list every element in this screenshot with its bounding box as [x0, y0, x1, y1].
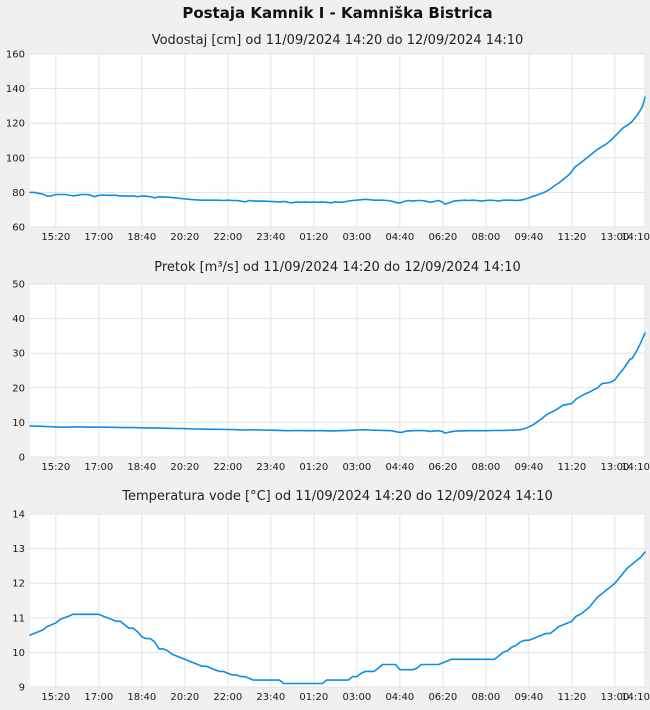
x-tick-label: 13:00 — [600, 692, 629, 703]
x-tick-label: 06:20 — [428, 692, 457, 703]
x-tick-label: 17:00 — [84, 232, 113, 243]
y-tick-label: 13 — [12, 544, 25, 555]
y-tick-label: 11 — [12, 613, 25, 624]
x-tick-label: 15:20 — [41, 232, 70, 243]
x-tick-label: 20:20 — [170, 462, 199, 473]
page-title: Postaja Kamnik I - Kamniška Bistrica — [182, 4, 493, 22]
x-tick-label: 22:00 — [213, 462, 242, 473]
x-tick-label: 01:20 — [299, 692, 328, 703]
y-tick-label: 10 — [12, 418, 25, 429]
y-tick-label: 40 — [12, 314, 25, 325]
x-tick-label: 11:20 — [557, 692, 586, 703]
plot-area — [30, 514, 645, 687]
x-tick-label: 17:00 — [84, 692, 113, 703]
y-tick-label: 60 — [12, 223, 25, 234]
y-tick-label: 10 — [12, 648, 25, 659]
x-tick-label: 08:00 — [471, 692, 500, 703]
x-tick-label: 20:20 — [170, 692, 199, 703]
x-tick-label: 14:10 — [621, 232, 650, 243]
x-tick-label: 03:00 — [342, 462, 371, 473]
x-tick-label: 11:20 — [557, 462, 586, 473]
x-tick-label: 14:10 — [621, 462, 650, 473]
x-tick-label: 20:20 — [170, 232, 199, 243]
y-tick-label: 30 — [12, 349, 25, 360]
x-tick-label: 03:00 — [342, 232, 371, 243]
x-tick-label: 23:40 — [256, 232, 285, 243]
x-tick-label: 18:40 — [127, 692, 156, 703]
x-tick-label: 01:20 — [299, 462, 328, 473]
y-tick-label: 20 — [12, 383, 25, 394]
x-tick-label: 04:40 — [385, 692, 414, 703]
y-tick-label: 12 — [12, 579, 25, 590]
x-tick-label: 18:40 — [127, 462, 156, 473]
x-tick-label: 06:20 — [428, 232, 457, 243]
x-tick-label: 09:40 — [514, 692, 543, 703]
x-tick-label: 15:20 — [41, 692, 70, 703]
x-tick-label: 15:20 — [41, 462, 70, 473]
x-tick-label: 23:40 — [256, 692, 285, 703]
y-tick-label: 160 — [6, 50, 25, 61]
plot-area — [30, 54, 645, 227]
x-tick-label: 13:00 — [600, 462, 629, 473]
x-tick-label: 06:20 — [428, 462, 457, 473]
x-tick-label: 04:40 — [385, 462, 414, 473]
x-tick-label: 04:40 — [385, 232, 414, 243]
x-tick-label: 09:40 — [514, 232, 543, 243]
y-tick-label: 100 — [6, 153, 25, 164]
chart-temperatura-vode: 9 10 11 12 13 14 15:20 17:00 18:40 20:20 22:00 23:4… — [12, 510, 650, 704]
y-tick-label: 50 — [12, 280, 25, 291]
x-tick-label: 01:20 — [299, 232, 328, 243]
x-tick-label: 11:20 — [557, 232, 586, 243]
y-tick-label: 14 — [12, 510, 25, 521]
chart-title-temperatura-vode: Temperatura vode [°C] od 11/09/2024 14:2… — [122, 489, 553, 504]
chart-title-vodostaj: Vodostaj [cm] od 11/09/2024 14:20 do 12/… — [151, 33, 524, 48]
chart-vodostaj: 60 80 100 120 140 160 15:20 17:00 18:40 20:20 22:0… — [6, 50, 650, 244]
y-tick-label: 120 — [6, 119, 25, 130]
x-tick-label: 22:00 — [213, 692, 242, 703]
x-tick-label: 13:00 — [600, 232, 629, 243]
y-tick-label: 9 — [19, 683, 25, 694]
x-tick-label: 17:00 — [84, 462, 113, 473]
x-tick-label: 23:40 — [256, 462, 285, 473]
x-tick-label: 22:00 — [213, 232, 242, 243]
y-tick-label: 0 — [19, 453, 25, 464]
x-tick-label: 03:00 — [342, 692, 371, 703]
x-tick-label: 08:00 — [471, 462, 500, 473]
chart-pretok: 0 10 20 30 40 50 15:20 17:00 18:40 20:20 22:00 23:4… — [12, 280, 650, 474]
x-tick-label: 09:40 — [514, 462, 543, 473]
y-tick-label: 80 — [12, 188, 25, 199]
y-tick-label: 140 — [6, 84, 25, 95]
vodostaj-line — [29, 96, 646, 205]
temperatura-vode-line — [29, 551, 646, 685]
chart-title-pretok: Pretok [m³/s] od 11/09/2024 14:20 do 12/… — [154, 260, 521, 275]
x-tick-label: 08:00 — [471, 232, 500, 243]
pretok-line — [29, 332, 646, 434]
x-tick-label: 14:10 — [621, 692, 650, 703]
x-tick-label: 18:40 — [127, 232, 156, 243]
